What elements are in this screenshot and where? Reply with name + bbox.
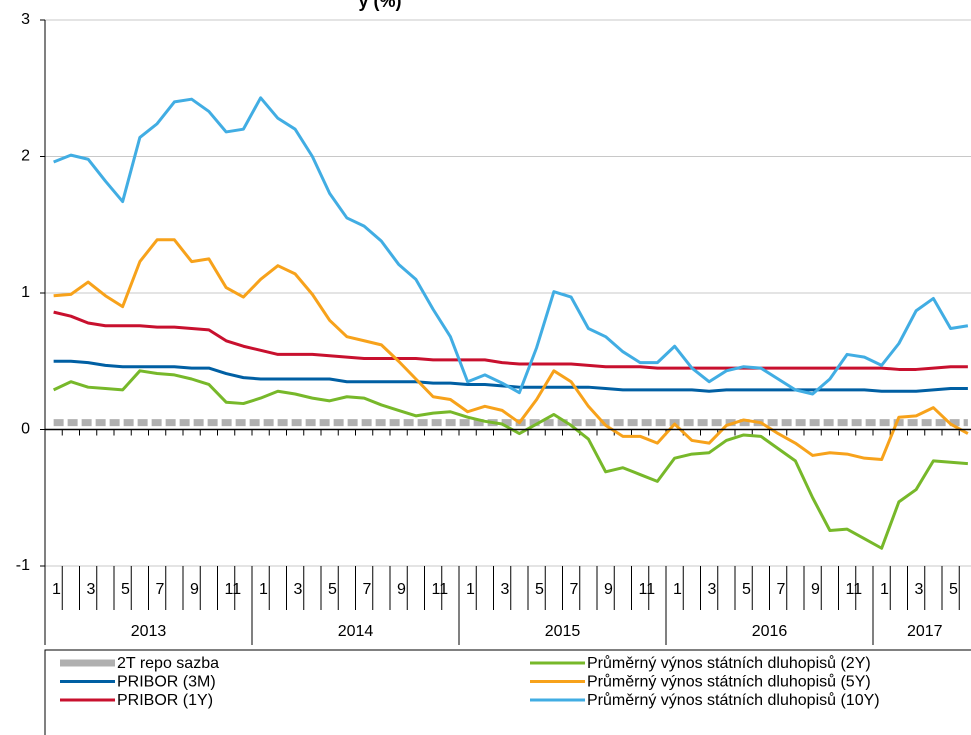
x-tick-label: 5 [328, 581, 337, 598]
x-tick-label: 1 [466, 581, 475, 598]
x-tick-label: 3 [87, 581, 96, 598]
x-tick-label: 9 [811, 581, 820, 598]
x-tick-label: 1 [259, 581, 268, 598]
y-tick-label: -1 [16, 557, 30, 574]
x-tick-label: 3 [501, 581, 510, 598]
x-tick-label: 5 [535, 581, 544, 598]
y-tick-label: 1 [21, 284, 30, 301]
legend-box [44, 649, 971, 735]
x-tick-label: 7 [570, 581, 579, 598]
y-tick-label: 0 [21, 421, 30, 438]
x-tick-label: 1 [52, 581, 61, 598]
series-line [53, 96, 969, 396]
x-tick-label: 1 [880, 581, 889, 598]
series-line [53, 238, 969, 462]
year-label: 2014 [338, 623, 374, 640]
x-tick-label: 11 [432, 581, 449, 598]
legend-label: 2T repo sazba [117, 655, 219, 672]
x-tick-label: 11 [639, 581, 656, 598]
year-label: 2015 [545, 623, 581, 640]
x-tick-label: 3 [708, 581, 717, 598]
series-line [52, 369, 968, 550]
year-label: 2016 [752, 623, 788, 640]
x-tick-label: 5 [949, 581, 958, 598]
x-tick-label: 1 [673, 581, 682, 598]
x-tick-label: 7 [363, 581, 372, 598]
year-label: 2017 [907, 623, 943, 640]
y-tick-label: 2 [21, 148, 30, 165]
x-tick-label: 3 [915, 581, 924, 598]
legend-label: Průměrný výnos státních dluhopisů (5Y) [587, 673, 871, 691]
x-tick-label: 7 [156, 581, 165, 598]
chart-title: y (%) [358, 0, 401, 11]
x-tick-label: 9 [397, 581, 406, 598]
x-tick-label: 11 [846, 581, 863, 598]
y-tick-label: 3 [21, 11, 30, 28]
series-line [53, 310, 968, 371]
legend-label: Průměrný výnos státních dluhopisů (10Y) [587, 691, 880, 709]
x-tick-label: 9 [190, 581, 199, 598]
x-tick-label: 7 [777, 581, 786, 598]
year-label: 2013 [131, 623, 167, 640]
x-tick-label: 5 [742, 581, 751, 598]
x-tick-label: 11 [225, 581, 242, 598]
x-tick-label: 3 [294, 581, 303, 598]
x-tick-label: 5 [121, 581, 130, 598]
legend-label: Průměrný výnos státních dluhopisů (2Y) [587, 654, 871, 672]
legend-label: PRIBOR (3M) [117, 674, 216, 691]
legend-label: PRIBOR (1Y) [117, 692, 213, 709]
x-tick-label: 9 [604, 581, 613, 598]
